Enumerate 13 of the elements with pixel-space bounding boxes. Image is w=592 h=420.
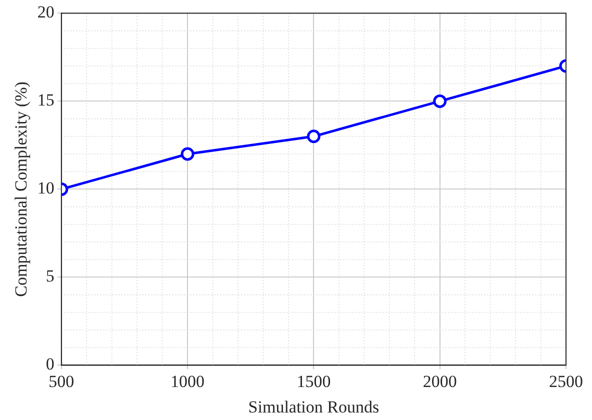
x-tick-label: 1500: [296, 372, 331, 391]
y-axis-title: Computational Complexity (%): [12, 82, 31, 297]
x-tick-label: 500: [48, 372, 74, 391]
x-tick-label: 2500: [549, 372, 583, 391]
y-tick-label: 0: [46, 354, 54, 374]
point: [306, 130, 320, 144]
x-tick-label: 2000: [422, 372, 457, 391]
y-tick-label: 20: [37, 2, 54, 22]
y-tick-label: 15: [37, 90, 54, 110]
y-tick-label: 10: [37, 178, 54, 198]
x-axis-title: Simulation Rounds: [248, 397, 380, 416]
y-tick-label: 5: [46, 266, 54, 286]
x-tick-label: 1000: [170, 372, 205, 391]
